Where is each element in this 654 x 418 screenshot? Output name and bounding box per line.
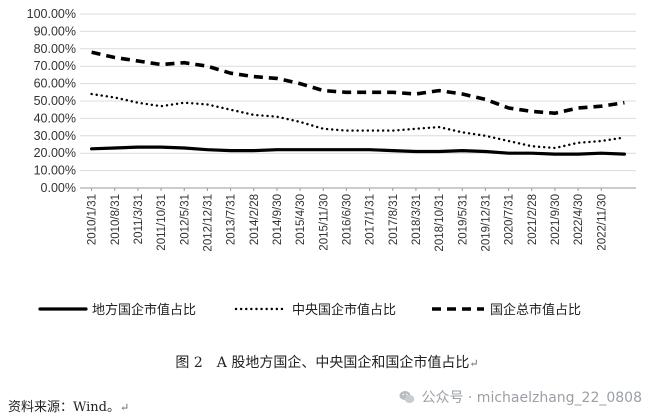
- x-tick-label: 2014/2/28: [249, 194, 261, 245]
- y-tick-label: 40.00%: [34, 111, 76, 125]
- y-tick-label: 50.00%: [34, 94, 76, 108]
- caption-return-mark: ↵: [469, 357, 479, 370]
- y-tick-label: 90.00%: [34, 24, 76, 38]
- chart-series: [89, 50, 627, 156]
- y-tick-label: 0.00%: [41, 181, 76, 195]
- y-tick-label: 100.00%: [27, 7, 76, 21]
- chart-legend: 地方国企市值占比 中央国企市值占比 国企总市值占比: [38, 302, 581, 318]
- y-tick-label: 30.00%: [34, 129, 76, 143]
- x-tick-label: 2014/9/30: [272, 194, 284, 245]
- x-tick-label: 2012/5/31: [179, 194, 191, 245]
- x-tick-label: 2019/5/31: [457, 194, 469, 245]
- x-tick-label: 2011/10/31: [156, 194, 168, 251]
- x-tick-label: 2017/8/31: [388, 194, 400, 245]
- series-line-2: [90, 92, 626, 150]
- x-tick-label: 2016/6/30: [341, 194, 353, 245]
- x-axis-ticks: 2010/1/31 2010/8/31 2011/3/31 2011/10/31 201…: [87, 188, 608, 252]
- x-tick-label: 2012/12/31: [202, 194, 214, 252]
- legend-label: 中央国企市值占比: [292, 302, 396, 318]
- wechat-icon: [399, 391, 415, 403]
- x-tick-label: 2022/4/30: [573, 194, 585, 245]
- x-tick-label: 2020/7/31: [504, 194, 516, 245]
- y-tick-label: 10.00%: [34, 164, 76, 178]
- x-tick-label: 2010/8/31: [110, 194, 122, 245]
- x-tick-label: 2015/11/30: [318, 194, 330, 251]
- x-tick-label: 2019/12/31: [480, 194, 492, 252]
- x-tick-label: 2011/3/31: [133, 194, 145, 244]
- x-tick-label: 2015/4/30: [295, 194, 307, 245]
- y-tick-label: 60.00%: [34, 77, 76, 91]
- y-tick-label: 80.00%: [34, 42, 76, 56]
- source-return-mark: ↵: [120, 401, 130, 414]
- source-text: 资料来源：Wind。: [8, 400, 120, 415]
- x-tick-label: 2017/1/31: [365, 194, 377, 245]
- watermark: 公众号 · michaelzhang_22_0808: [399, 387, 642, 407]
- x-tick-label: 2018/10/31: [434, 194, 446, 252]
- x-tick-label: 2022/11/30: [596, 194, 608, 251]
- figure-caption: 图 2 A 股地方国企、中央国企和国企市值占比↵: [0, 352, 654, 372]
- y-axis-ticks: 0.00% 10.00% 20.00% 30.00% 40.00% 50.00% 60.00…: [27, 7, 76, 195]
- legend-label: 国企总市值占比: [490, 302, 581, 318]
- x-tick-label: 2010/1/31: [87, 194, 99, 245]
- series-line-1: [89, 145, 627, 156]
- line-chart: 0.00% 10.00% 20.00% 30.00% 40.00% 50.00% 60.00…: [27, 7, 636, 318]
- y-tick-label: 70.00%: [34, 59, 76, 73]
- x-tick-label: 2013/7/31: [226, 194, 238, 245]
- series-line-3: [91, 50, 625, 115]
- legend-label: 地方国企市值占比: [92, 302, 196, 318]
- x-tick-label: 2021/2/28: [527, 194, 539, 245]
- y-tick-label: 20.00%: [34, 146, 76, 160]
- source-note: 资料来源：Wind。↵: [8, 396, 129, 415]
- chart-gridlines: [80, 13, 636, 189]
- x-tick-label: 2018/3/31: [411, 194, 423, 245]
- watermark-text: 公众号 · michaelzhang_22_0808: [421, 390, 642, 406]
- x-tick-label: 2021/9/30: [550, 194, 562, 245]
- caption-text: 图 2 A 股地方国企、中央国企和国企市值占比: [175, 355, 470, 371]
